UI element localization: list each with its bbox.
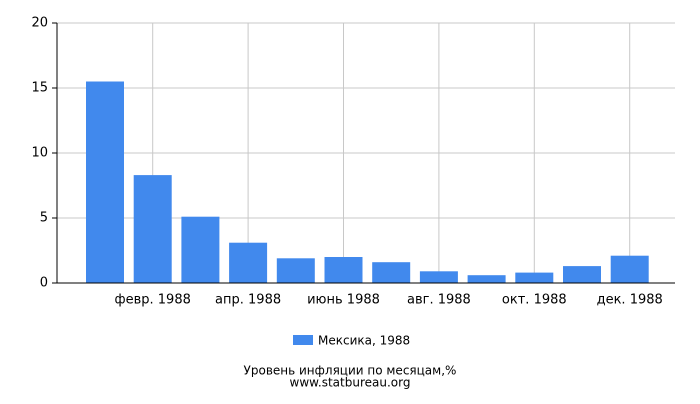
y-tick-label: 15 (31, 81, 48, 96)
x-tick-label: июнь 1988 (307, 293, 380, 308)
x-tick-label: авг. 1988 (407, 293, 471, 308)
bar (229, 242, 268, 283)
y-tick-label: 5 (40, 211, 48, 226)
x-tick-label: апр. 1988 (215, 293, 281, 308)
x-tick-label: февр. 1988 (115, 293, 191, 308)
y-tick-label: 0 (40, 276, 48, 291)
legend-swatch (293, 335, 313, 345)
chart-subtitle: www.statbureau.org (290, 376, 411, 390)
bar (610, 255, 649, 283)
bar (181, 216, 220, 283)
bar (133, 175, 172, 283)
bar (324, 257, 363, 283)
bar (563, 266, 601, 283)
y-tick-label: 10 (31, 146, 48, 161)
x-tick-label: дек. 1988 (597, 293, 663, 308)
bar (372, 262, 411, 283)
bar (515, 272, 554, 283)
legend-label: Мексика, 1988 (318, 334, 410, 348)
x-tick-label: окт. 1988 (502, 293, 567, 308)
bar (467, 275, 506, 283)
y-tick-label: 20 (31, 16, 48, 31)
bar (276, 258, 315, 283)
bar (86, 81, 124, 283)
bar (419, 271, 458, 283)
chart-title: Уровень инфляции по месяцам,% (244, 364, 457, 378)
